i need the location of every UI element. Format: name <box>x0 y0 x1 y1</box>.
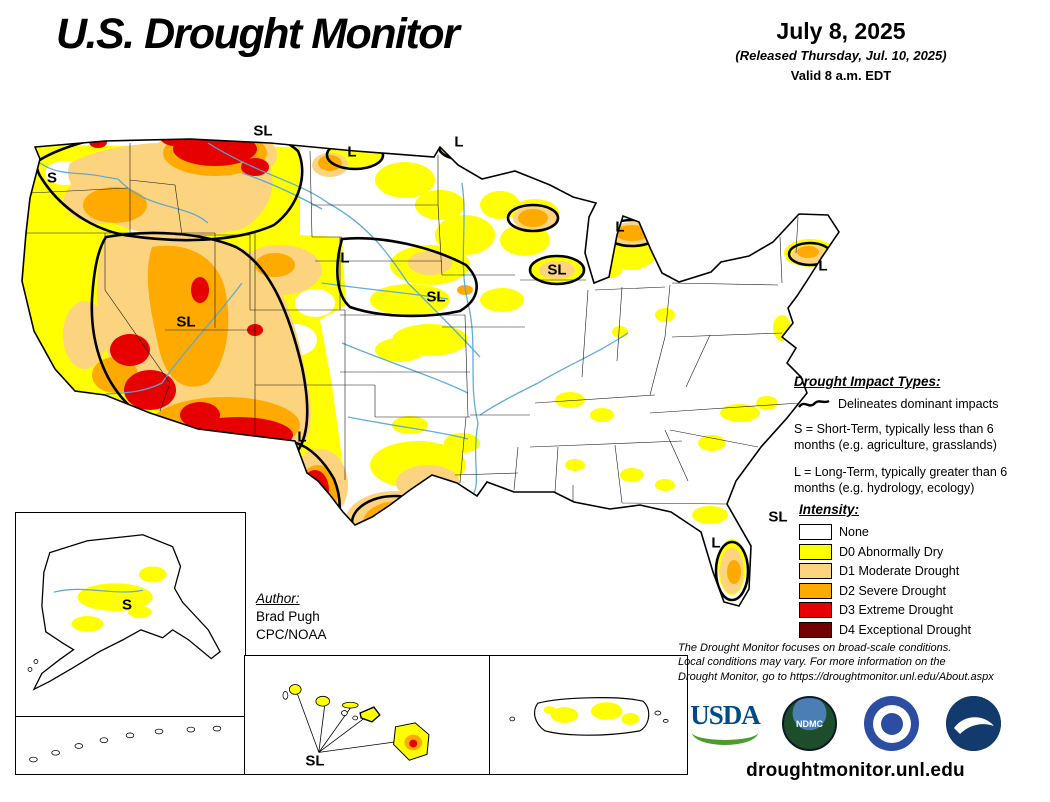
intensity-heading: Intensity: <box>799 502 860 517</box>
impact-delineation-label: Delineates dominant impacts <box>838 397 999 411</box>
puerto-rico-map <box>509 697 669 736</box>
hawaii-map <box>282 684 430 761</box>
disclaimer-text: The Drought Monitor focuses on broad-sca… <box>678 642 994 683</box>
legend-label: D4 Exceptional Drought <box>839 622 972 637</box>
legend-label: D0 Abnormally Dry <box>839 544 944 559</box>
legend-label: D3 Extreme Drought <box>839 603 953 617</box>
conus-map <box>21 138 840 607</box>
legend-swatch <box>799 602 832 618</box>
intensity-legend: Intensity: None D0 Abnormally Dry D1 Moder… <box>799 502 1039 641</box>
impact-types-heading: Drought Impact Types: <box>794 374 941 389</box>
legend-row: D1 Moderate Drought <box>799 563 1039 579</box>
legend-row: D0 Abnormally Dry <box>799 543 1039 560</box>
partner-logos: USDA NDMC <box>684 694 1024 756</box>
legend-row: None <box>799 524 1039 540</box>
release-date: (Released Thursday, Jul. 10, 2025) <box>735 48 947 63</box>
legend-label: None <box>839 525 869 539</box>
legend-label: D2 Severe Drought <box>839 583 947 598</box>
legend-swatch <box>799 543 832 560</box>
puerto-rico-inset <box>489 655 688 775</box>
author-heading: Author: <box>256 591 300 606</box>
page-title: U.S. Drought Monitor <box>56 10 460 58</box>
unl-seal-logo <box>864 696 919 751</box>
author-name: Brad Pugh <box>256 609 320 625</box>
legend-label: D1 Moderate Drought <box>839 564 960 578</box>
legend-row: D3 Extreme Drought <box>799 602 1039 618</box>
impact-types-panel: Drought Impact Types: Delineates dominan… <box>794 374 1040 506</box>
us-outline <box>21 138 840 607</box>
noaa-logo <box>946 696 1001 751</box>
valid-time: Valid 8 a.m. EDT <box>790 68 892 83</box>
alaska-inset <box>15 512 246 718</box>
alaska-map <box>27 534 221 691</box>
ndmc-logo: NDMC <box>782 696 837 751</box>
legend-swatch <box>799 582 832 599</box>
impact-delineation-icon <box>798 399 830 408</box>
legend-swatch <box>799 524 832 540</box>
noaa-bird-icon <box>946 696 1001 751</box>
state-borders <box>24 143 801 505</box>
long-term-definition: L = Long-Term, typically greater than 6 … <box>794 464 1008 495</box>
legend-row: D4 Exceptional Drought <box>799 621 1039 638</box>
legend-swatch <box>799 563 832 579</box>
hawaii-inset <box>244 655 491 775</box>
aleutians-inset <box>15 716 246 775</box>
author-organization: CPC/NOAA <box>256 627 327 643</box>
usda-swoosh <box>692 730 758 745</box>
legend-row: D2 Severe Drought <box>799 582 1039 599</box>
map-date: July 8, 2025 <box>776 18 906 44</box>
date-block: July 8, 2025 (Released Thursday, Jul. 10… <box>676 18 1006 83</box>
legend-swatch <box>799 621 832 638</box>
aleutians-map <box>29 725 222 763</box>
short-term-definition: S = Short-Term, typically less than 6 mo… <box>794 422 997 453</box>
author-block: Author: Brad Pugh CPC/NOAA <box>256 590 327 645</box>
intensity-legend-rows: None D0 Abnormally Dry D1 Moderate Drought… <box>799 524 1039 638</box>
website-url: droughtmonitor.unl.edu <box>746 760 965 781</box>
usda-logo: USDA <box>686 702 764 745</box>
